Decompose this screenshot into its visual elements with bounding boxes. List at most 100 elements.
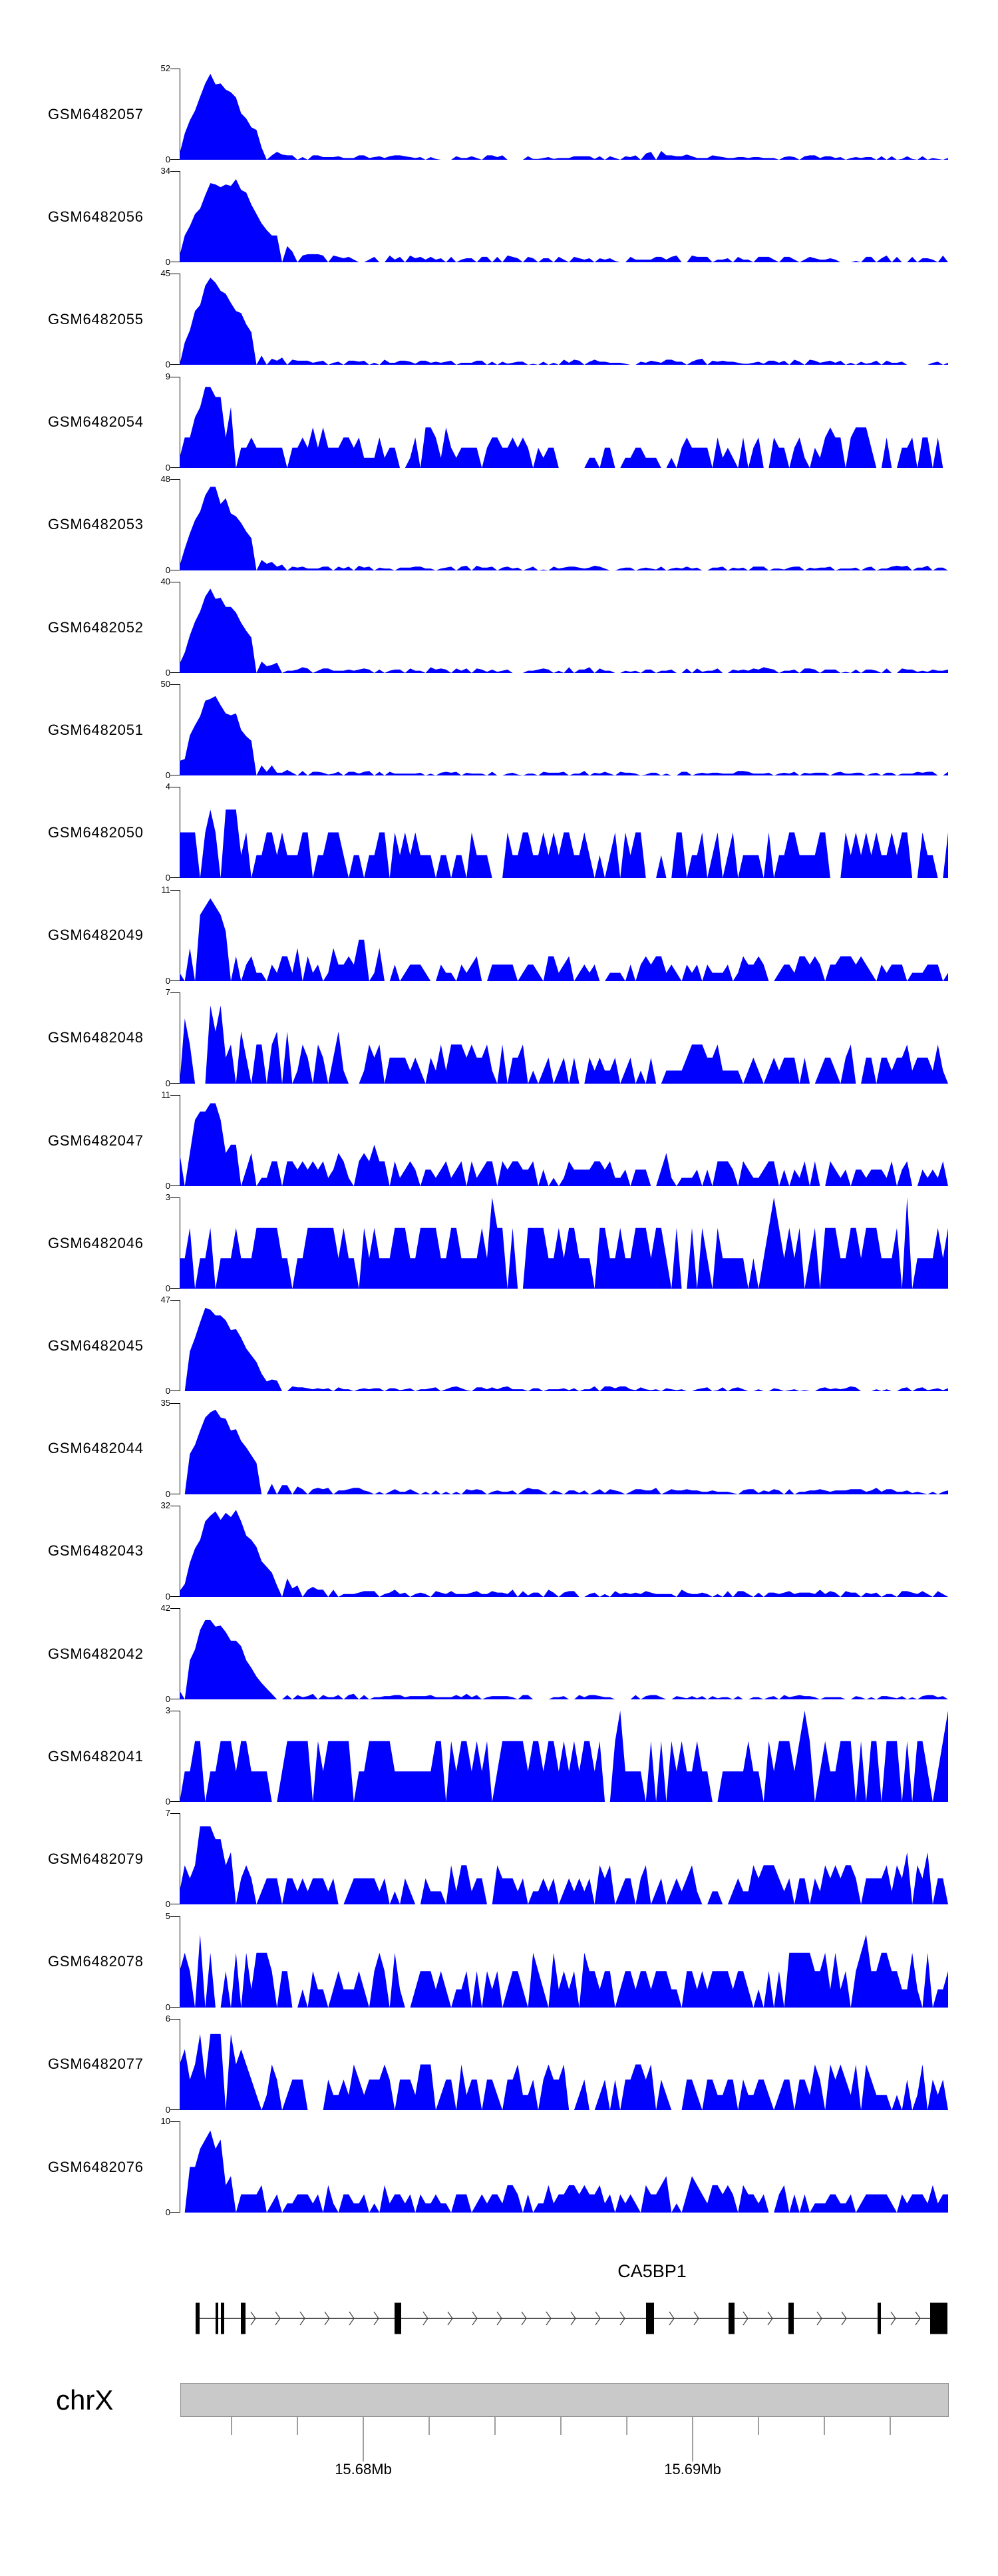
y-axis-max-label: 11: [161, 884, 171, 895]
strand-arrow-right-icon: [349, 2311, 355, 2326]
coverage-polygon: [180, 73, 948, 160]
coverage-polygon: [180, 2130, 948, 2213]
coverage-area-svg: [170, 479, 948, 570]
exon-box: [196, 2302, 200, 2334]
track-sample-label: GSM6482051: [48, 721, 144, 738]
coverage-polygon: [180, 1005, 948, 1084]
coverage-area-svg: [170, 1505, 948, 1597]
track-sample-label: GSM6482046: [48, 1234, 144, 1251]
coverage-area-svg: [170, 1095, 948, 1186]
y-axis-max-label: 9: [165, 371, 170, 381]
y-axis-max-label: 11: [161, 1090, 171, 1100]
y-axis-zero-label: 0: [165, 2104, 170, 2115]
y-axis-zero-label: 0: [165, 1899, 170, 1910]
coverage-polygon: [180, 386, 948, 468]
gene-name-label: CA5BP1: [617, 2261, 687, 2281]
coverage-polygon: [180, 1711, 948, 1803]
exon-box: [646, 2302, 654, 2334]
strand-arrow-right-icon: [275, 2311, 281, 2326]
coverage-polygon: [180, 588, 948, 673]
y-axis-max-label: 40: [160, 576, 170, 586]
coverage-area-svg: [170, 1197, 948, 1289]
track-axis-bracket: [170, 1608, 180, 1699]
coverage-area-svg: [170, 889, 948, 981]
strand-arrow-right-icon: [447, 2311, 453, 2326]
y-axis-zero-label: 0: [165, 154, 170, 164]
coverage-area-svg: [170, 69, 948, 160]
track-sample-label: GSM6482049: [48, 927, 144, 944]
coverage-area-svg: [170, 1608, 948, 1699]
track-axis-bracket: [170, 1711, 180, 1803]
strand-arrow-right-icon: [693, 2311, 699, 2326]
track-axis-bracket: [170, 1300, 180, 1392]
coverage-area-svg: [170, 1300, 948, 1392]
y-axis-zero-label: 0: [165, 1591, 170, 1602]
coverage-polygon: [180, 2034, 948, 2110]
y-axis-max-label: 6: [165, 2013, 170, 2024]
exon-box: [395, 2302, 401, 2334]
y-axis-max-label: 48: [160, 473, 170, 484]
coverage-polygon: [180, 898, 948, 981]
y-axis-max-label: 3: [165, 1192, 170, 1203]
coverage-track-row: GSM6482049 11 0: [0, 885, 998, 986]
strand-arrow-right-icon: [546, 2311, 552, 2326]
exon-box: [729, 2302, 735, 2334]
track-axis-bracket: [170, 889, 180, 981]
y-axis-max-label: 10: [160, 2116, 170, 2126]
track-axis-bracket: [170, 1916, 180, 2008]
y-axis-zero-label: 0: [165, 668, 170, 678]
coverage-polygon: [180, 1308, 948, 1392]
coverage-track-row: GSM6482048 7 0: [0, 987, 998, 1088]
coverage-area-svg: [170, 1813, 948, 1905]
track-sample-label: GSM6482076: [48, 2158, 144, 2175]
track-sample-label: GSM6482055: [48, 310, 144, 327]
y-axis-zero-label: 0: [165, 1386, 170, 1396]
track-sample-label: GSM6482052: [48, 618, 144, 636]
exon-box: [241, 2302, 246, 2334]
coverage-track-row: GSM6482045 47 0: [0, 1295, 998, 1396]
coverage-polygon: [180, 1103, 948, 1186]
track-sample-label: GSM6482056: [48, 208, 144, 225]
y-axis-zero-label: 0: [165, 770, 170, 781]
y-axis-zero-label: 0: [165, 1694, 170, 1704]
coverage-track-row: GSM6482046 3 0: [0, 1192, 998, 1293]
gene-model-svg: [196, 2302, 947, 2334]
strand-arrow-right-icon: [521, 2311, 527, 2326]
y-axis-max-label: 47: [160, 1295, 170, 1305]
track-sample-label: GSM6482077: [48, 2055, 144, 2073]
coverage-track-row: GSM6482055 45 0: [0, 268, 998, 369]
y-axis-max-label: 34: [160, 166, 170, 176]
y-axis-max-label: 3: [165, 1705, 170, 1716]
coverage-track-row: GSM6482051 50 0: [0, 679, 998, 780]
track-sample-label: GSM6482047: [48, 1132, 144, 1149]
y-axis-zero-label: 0: [165, 873, 170, 883]
y-axis-zero-label: 0: [165, 564, 170, 575]
strand-arrow-right-icon: [619, 2311, 625, 2326]
coverage-polygon: [180, 696, 948, 776]
exon-box: [930, 2302, 947, 2334]
coverage-area-svg: [170, 2018, 948, 2110]
exon-box: [221, 2302, 224, 2334]
strand-arrow-right-icon: [767, 2311, 773, 2326]
track-sample-label: GSM6482042: [48, 1645, 144, 1662]
coverage-area-svg: [170, 376, 948, 468]
exon-box: [878, 2302, 881, 2334]
y-axis-zero-label: 0: [165, 1078, 170, 1088]
track-axis-bracket: [170, 1095, 180, 1186]
strand-arrow-right-icon: [496, 2311, 502, 2326]
y-axis-zero-label: 0: [165, 1283, 170, 1294]
track-axis-bracket: [170, 479, 180, 570]
y-axis-max-label: 50: [160, 679, 170, 690]
track-sample-label: GSM6482043: [48, 1542, 144, 1560]
coverage-track-row: GSM6482044 35 0: [0, 1398, 998, 1499]
coverage-area-svg: [170, 2121, 948, 2213]
coverage-polygon: [180, 1510, 948, 1597]
track-sample-label: GSM6482079: [48, 1850, 144, 1867]
coverage-track-row: GSM6482056 34 0: [0, 166, 998, 267]
y-axis-max-label: 5: [165, 1910, 170, 1921]
y-axis-zero-label: 0: [165, 2207, 170, 2217]
track-axis-bracket: [170, 2018, 180, 2110]
coverage-track-row: GSM6482078 5 0: [0, 1911, 998, 2012]
track-axis-bracket: [170, 992, 180, 1084]
coverage-track-row: GSM6482076 10 0: [0, 2116, 998, 2217]
